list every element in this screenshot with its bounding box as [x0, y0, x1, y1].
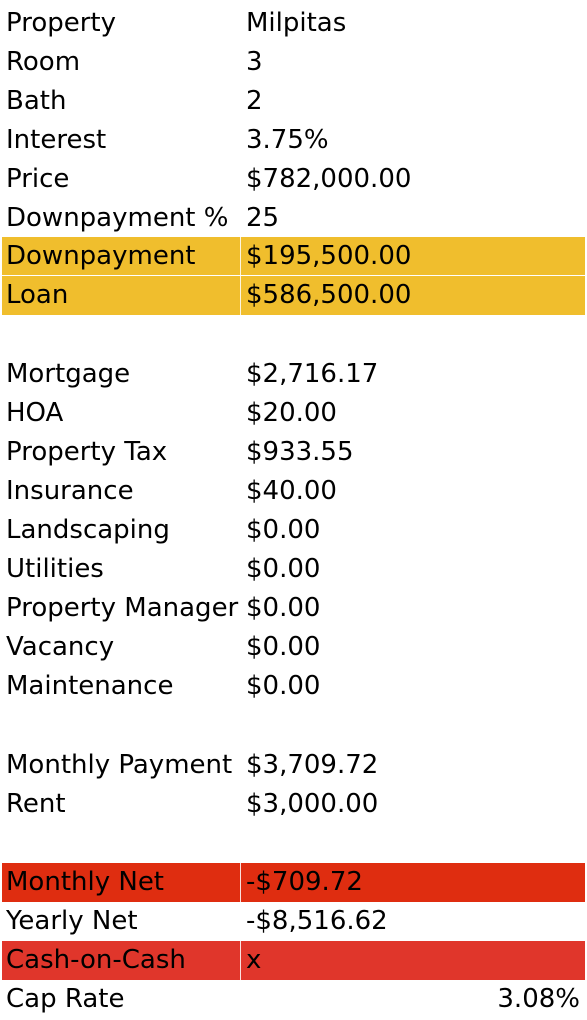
row-loan[interactable]: Loan $586,500.00	[2, 276, 585, 315]
row-insurance[interactable]: Insurance $40.00	[0, 472, 587, 511]
label-room: Room	[6, 47, 81, 77]
value-cap-rate[interactable]: 3.08%	[497, 984, 580, 1014]
value-maintenance[interactable]: $0.00	[246, 671, 321, 701]
value-insurance[interactable]: $40.00	[246, 476, 337, 506]
row-monthly-payment[interactable]: Monthly Payment $3,709.72	[0, 746, 587, 785]
value-mortgage[interactable]: $2,716.17	[246, 359, 379, 389]
label-property: Property	[6, 8, 117, 38]
label-property-tax: Property Tax	[6, 437, 168, 467]
label-mortgage: Mortgage	[6, 359, 131, 389]
value-cash-on-cash[interactable]: x	[246, 945, 262, 975]
label-cash-on-cash: Cash-on-Cash	[6, 945, 186, 975]
row-property[interactable]: Property Milpitas	[0, 4, 587, 43]
label-cap-rate: Cap Rate	[6, 984, 125, 1014]
row-yearly-net[interactable]: Yearly Net -$8,516.62	[0, 902, 587, 941]
label-interest: Interest	[6, 125, 107, 155]
value-property[interactable]: Milpitas	[246, 8, 347, 38]
label-utilities: Utilities	[6, 554, 104, 584]
label-vacancy: Vacancy	[6, 632, 115, 662]
cell-divider	[240, 276, 241, 315]
value-property-manager[interactable]: $0.00	[246, 593, 321, 623]
row-vacancy[interactable]: Vacancy $0.00	[0, 628, 587, 667]
row-hoa[interactable]: HOA $20.00	[0, 394, 587, 433]
value-landscaping[interactable]: $0.00	[246, 515, 321, 545]
label-rent: Rent	[6, 789, 66, 819]
label-monthly-payment: Monthly Payment	[6, 750, 233, 780]
value-downpayment-percent[interactable]: 25	[246, 203, 280, 233]
row-property-manager[interactable]: Property Manager $0.00	[0, 589, 587, 628]
row-property-tax[interactable]: Property Tax $933.55	[0, 433, 587, 472]
row-rent[interactable]: Rent $3,000.00	[0, 785, 587, 824]
value-downpayment[interactable]: $195,500.00	[246, 241, 412, 271]
value-vacancy[interactable]: $0.00	[246, 632, 321, 662]
row-maintenance[interactable]: Maintenance $0.00	[0, 667, 587, 706]
row-monthly-net[interactable]: Monthly Net -$709.72	[2, 863, 585, 902]
value-loan[interactable]: $586,500.00	[246, 280, 412, 310]
row-bath[interactable]: Bath 2	[0, 82, 587, 121]
row-utilities[interactable]: Utilities $0.00	[0, 550, 587, 589]
value-monthly-net[interactable]: -$709.72	[246, 867, 363, 897]
value-property-tax[interactable]: $933.55	[246, 437, 354, 467]
value-hoa[interactable]: $20.00	[246, 398, 337, 428]
label-landscaping: Landscaping	[6, 515, 170, 545]
row-interest[interactable]: Interest 3.75%	[0, 121, 587, 160]
value-bath[interactable]: 2	[246, 86, 263, 116]
row-room[interactable]: Room 3	[0, 43, 587, 82]
row-cash-on-cash[interactable]: Cash-on-Cash x	[2, 941, 585, 980]
label-property-manager: Property Manager	[6, 593, 239, 623]
label-hoa: HOA	[6, 398, 64, 428]
value-rent[interactable]: $3,000.00	[246, 789, 379, 819]
label-insurance: Insurance	[6, 476, 134, 506]
value-price[interactable]: $782,000.00	[246, 164, 412, 194]
value-room[interactable]: 3	[246, 47, 263, 77]
label-loan: Loan	[6, 280, 69, 310]
row-landscaping[interactable]: Landscaping $0.00	[0, 511, 587, 550]
label-bath: Bath	[6, 86, 67, 116]
row-cap-rate[interactable]: Cap Rate 3.08%	[0, 980, 587, 1019]
label-yearly-net: Yearly Net	[6, 906, 138, 936]
label-price: Price	[6, 164, 70, 194]
row-mortgage[interactable]: Mortgage $2,716.17	[0, 355, 587, 394]
label-downpayment: Downpayment	[6, 241, 196, 271]
row-downpayment-percent[interactable]: Downpayment % 25	[0, 199, 587, 238]
cell-divider	[240, 941, 241, 980]
row-downpayment[interactable]: Downpayment $195,500.00	[2, 237, 585, 276]
label-maintenance: Maintenance	[6, 671, 174, 701]
value-yearly-net[interactable]: -$8,516.62	[246, 906, 388, 936]
cell-divider	[240, 863, 241, 902]
row-price[interactable]: Price $782,000.00	[0, 160, 587, 199]
label-downpayment-percent: Downpayment %	[6, 203, 229, 233]
label-monthly-net: Monthly Net	[6, 867, 165, 897]
value-utilities[interactable]: $0.00	[246, 554, 321, 584]
cell-divider	[240, 237, 241, 276]
value-monthly-payment[interactable]: $3,709.72	[246, 750, 379, 780]
value-interest[interactable]: 3.75%	[246, 125, 329, 155]
